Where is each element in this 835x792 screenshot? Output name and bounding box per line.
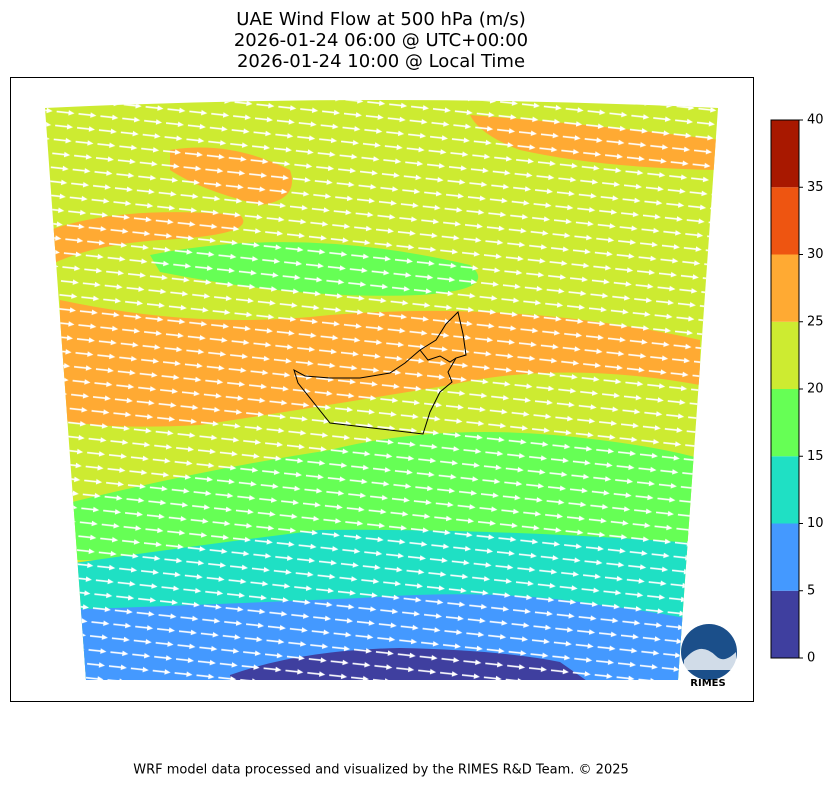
title-line: UAE Wind Flow at 500 hPa (m/s) bbox=[236, 9, 525, 30]
map-field bbox=[45, 100, 718, 680]
colorbar-tick-label: 40 bbox=[807, 113, 824, 128]
logo: RIMES bbox=[681, 624, 737, 689]
colorbar-tick-label: 10 bbox=[807, 516, 824, 531]
colorbar-tick-label: 35 bbox=[807, 180, 824, 195]
wind-arrows bbox=[45, 100, 718, 680]
colorbar-tick-label: 5 bbox=[807, 583, 815, 598]
colorbar-segment bbox=[771, 590, 799, 658]
colorbar-segment bbox=[771, 187, 799, 255]
colorbar-segment bbox=[771, 523, 799, 591]
colorbar-tick-label: 15 bbox=[807, 449, 824, 464]
colorbar-segment bbox=[771, 321, 799, 389]
colorbar-tick-label: 20 bbox=[807, 382, 824, 397]
colorbar-segment bbox=[771, 120, 799, 188]
logo-text: RIMES bbox=[690, 678, 725, 689]
colorbar-segment bbox=[771, 254, 799, 322]
colorbar-segment bbox=[771, 456, 799, 524]
colorbar: 0 5 10 15 20 25 30 35 40 bbox=[770, 113, 824, 666]
colorbar-segment bbox=[771, 389, 799, 457]
uae-border bbox=[293, 311, 467, 435]
colorbar-tick-label: 30 bbox=[807, 247, 824, 262]
map-frame bbox=[10, 77, 754, 702]
title-line: 2026-01-24 06:00 @ UTC+00:00 bbox=[234, 30, 528, 51]
colorbar-tick-label: 0 bbox=[807, 651, 815, 666]
colorbar-tick-label: 25 bbox=[807, 314, 824, 329]
footer: WRF model data processed and visualized … bbox=[133, 763, 629, 778]
title-line: 2026-01-24 10:00 @ Local Time bbox=[237, 51, 525, 72]
